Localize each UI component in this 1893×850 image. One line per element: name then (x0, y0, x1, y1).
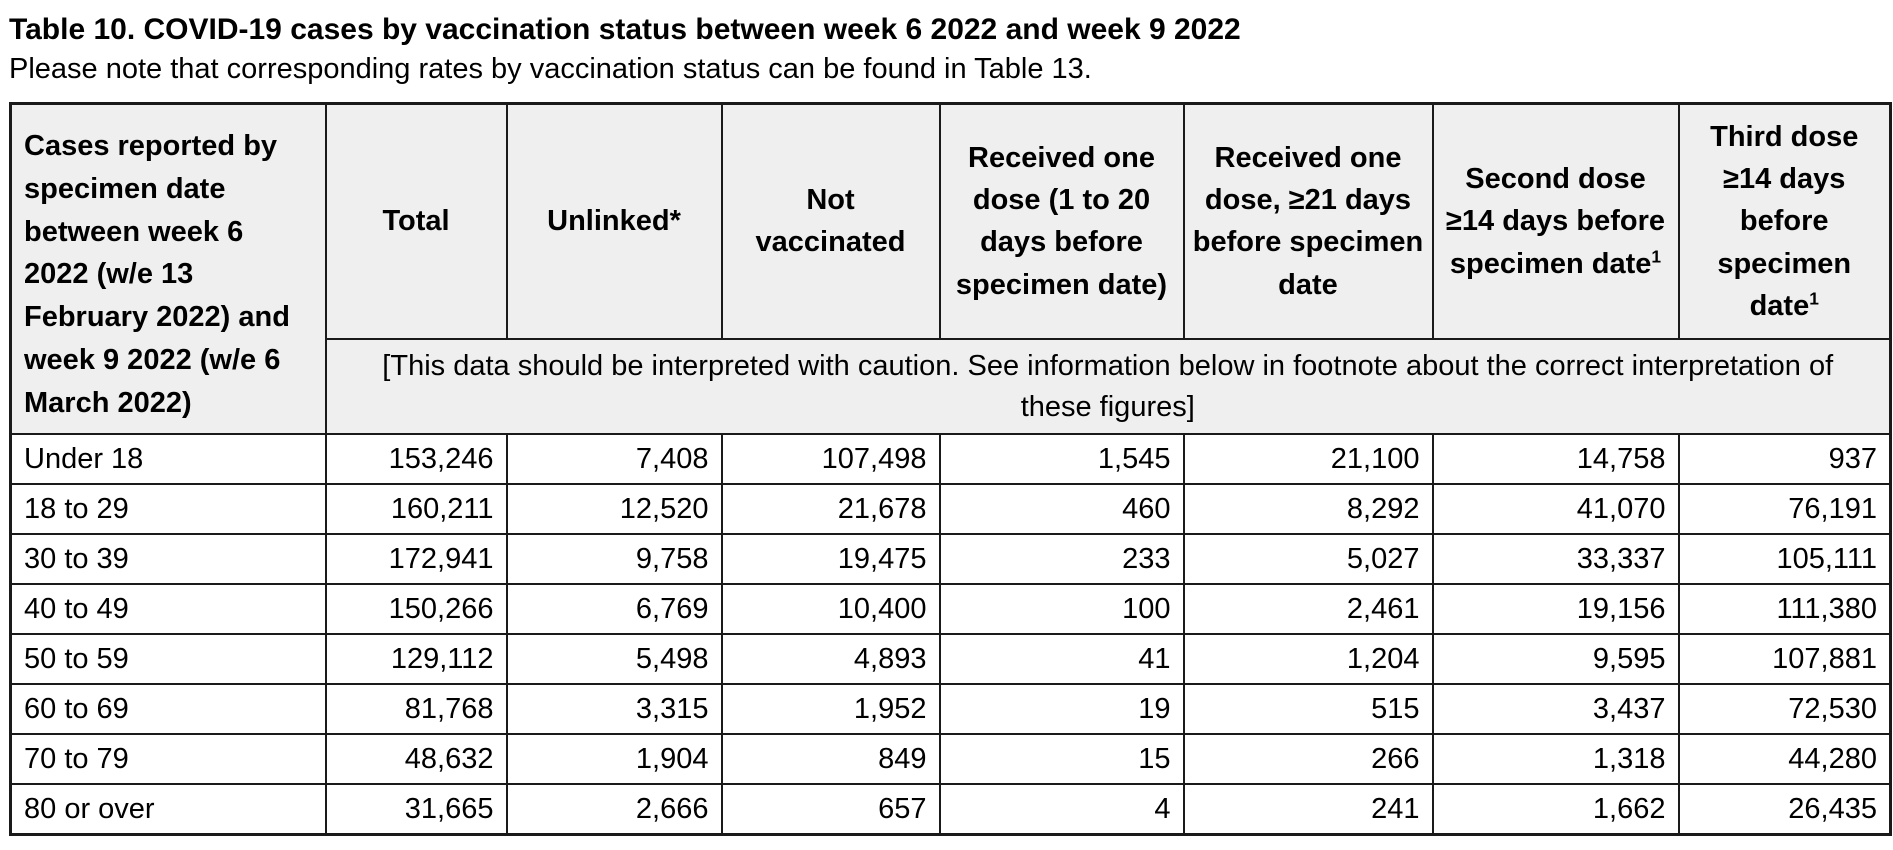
data-cell: 266 (1182, 733, 1434, 786)
data-cell: 48,632 (324, 733, 508, 786)
data-cell: 1,952 (720, 683, 941, 736)
data-cell: 3,437 (1431, 683, 1680, 736)
data-cell: 19 (938, 683, 1185, 736)
data-cell: 160,211 (324, 483, 508, 536)
table-row: 60 to 69 81,768 3,315 1,952 19 515 3,437 72,530 (9, 683, 1892, 736)
data-cell: 172,941 (324, 533, 508, 586)
row-label-cell: 18 to 29 (9, 483, 327, 536)
data-cell: 14,758 (1431, 433, 1680, 486)
row-label-cell: 30 to 39 (9, 533, 327, 586)
table-row: 30 to 39 172,941 9,758 19,475 233 5,027 33,337… (9, 533, 1892, 586)
data-cell: 21,678 (720, 483, 941, 536)
row-label-cell: 60 to 69 (9, 683, 327, 736)
column-header-one-dose-21-plus-days: Received one dose, ≥21 days before speci… (1182, 102, 1434, 341)
data-cell: 1,662 (1431, 783, 1680, 836)
data-cell: 81,768 (324, 683, 508, 736)
data-cell: 31,665 (324, 783, 508, 836)
caution-row: [This data should be interpreted with ca… (11, 338, 1892, 436)
data-cell: 21,100 (1182, 433, 1434, 486)
data-cell: 15 (938, 733, 1185, 786)
row-label-cell: 50 to 59 (9, 633, 327, 686)
data-cell: 937 (1677, 433, 1892, 486)
data-cell: 107,881 (1677, 633, 1892, 686)
table-row: 18 to 29 160,211 12,520 21,678 460 8,292 41,07… (9, 483, 1892, 536)
data-cell: 19,156 (1431, 583, 1680, 636)
covid-cases-table: Cases reported by specimen date between … (9, 101, 1892, 836)
page-title: Table 10. COVID-19 cases by vaccination … (9, 13, 1241, 46)
data-cell: 9,758 (505, 533, 723, 586)
data-cell: 105,111 (1677, 533, 1892, 586)
column-header-label: Total (382, 205, 450, 238)
table-row: 80 or over 31,665 2,666 657 4 241 1,662 26,435 (9, 783, 1892, 836)
data-cell: 33,337 (1431, 533, 1680, 586)
table-row: 40 to 49 150,266 6,769 10,400 100 2,461 19,156… (9, 583, 1892, 636)
data-cell: 2,666 (505, 783, 723, 836)
data-cell: 1,318 (1431, 733, 1680, 786)
data-cell: 657 (720, 783, 941, 836)
row-label-cell: 80 or over (9, 783, 327, 836)
data-cell: 515 (1182, 683, 1434, 736)
data-cell: 44,280 (1677, 733, 1892, 786)
data-cell: 5,498 (505, 633, 723, 686)
table-body: Under 18 153,246 7,408 107,498 1,545 21,100 14… (9, 433, 1892, 836)
page-subtitle: Please note that corresponding rates by … (9, 53, 1092, 85)
data-cell: 10,400 (720, 583, 941, 636)
data-cell: 1,545 (938, 433, 1185, 486)
column-header-third-dose: Third dose ≥14 days before specimen date… (1677, 102, 1892, 341)
caution-note-cell: [This data should be interpreted with ca… (324, 338, 1892, 436)
data-cell: 76,191 (1677, 483, 1892, 536)
data-cell: 460 (938, 483, 1185, 536)
data-cell: 849 (720, 733, 941, 786)
data-cell: 3,315 (505, 683, 723, 736)
data-cell: 111,380 (1677, 583, 1892, 636)
column-header-unlinked: Unlinked* (505, 102, 723, 341)
column-header-second-dose: Second dose ≥14 days before specimen dat… (1431, 102, 1680, 341)
column-header-label: Not vaccinated (755, 184, 906, 259)
table-row: Under 18 153,246 7,408 107,498 1,545 21,100 14… (9, 433, 1892, 486)
data-cell: 241 (1182, 783, 1434, 836)
row-label-cell: 70 to 79 (9, 733, 327, 786)
data-cell: 26,435 (1677, 783, 1892, 836)
data-cell: 100 (938, 583, 1185, 636)
data-cell: 4,893 (720, 633, 941, 686)
data-cell: 12,520 (505, 483, 723, 536)
data-cell: 19,475 (720, 533, 941, 586)
column-header-total: Total (324, 102, 508, 341)
data-cell: 7,408 (505, 433, 723, 486)
data-cell: 41 (938, 633, 1185, 686)
column-header-label: Received one dose, ≥21 days before speci… (1192, 141, 1424, 301)
data-cell: 107,498 (720, 433, 941, 486)
data-cell: 4 (938, 783, 1185, 836)
column-header-label: Third dose ≥14 days before specimen date (1710, 120, 1859, 322)
data-cell: 72,530 (1677, 683, 1892, 736)
row-label-cell: Under 18 (9, 433, 327, 486)
data-cell: 129,112 (324, 633, 508, 686)
footnote-marker: 1 (1651, 245, 1662, 266)
data-cell: 5,027 (1182, 533, 1434, 586)
row-label-cell: 40 to 49 (9, 583, 327, 636)
row-header-cell: Cases reported by specimen date between … (9, 102, 327, 436)
data-cell: 41,070 (1431, 483, 1680, 536)
data-cell: 1,904 (505, 733, 723, 786)
table-row: 50 to 59 129,112 5,498 4,893 41 1,204 9,595 107… (9, 633, 1892, 686)
data-cell: 8,292 (1182, 483, 1434, 536)
data-cell: 6,769 (505, 583, 723, 636)
footnote-marker: 1 (1809, 288, 1819, 309)
column-header-not-vaccinated: Not vaccinated (720, 102, 941, 341)
column-header-one-dose-1-20-days: Received one dose (1 to 20 days before s… (938, 102, 1185, 341)
header-row: Cases reported by specimen date between … (9, 102, 1892, 436)
column-header-label: Received one dose (1 to 20 days before s… (955, 141, 1168, 301)
table-row: 70 to 79 48,632 1,904 849 15 266 1,318 44,280 (9, 733, 1892, 786)
column-header-label: Unlinked* (547, 205, 681, 238)
data-cell: 233 (938, 533, 1185, 586)
data-cell: 1,204 (1182, 633, 1434, 686)
data-cell: 150,266 (324, 583, 508, 636)
data-cell: 2,461 (1182, 583, 1434, 636)
column-header-label: Second dose ≥14 days before specimen dat… (1445, 162, 1665, 280)
data-cell: 153,246 (324, 433, 508, 486)
data-cell: 9,595 (1431, 633, 1680, 686)
